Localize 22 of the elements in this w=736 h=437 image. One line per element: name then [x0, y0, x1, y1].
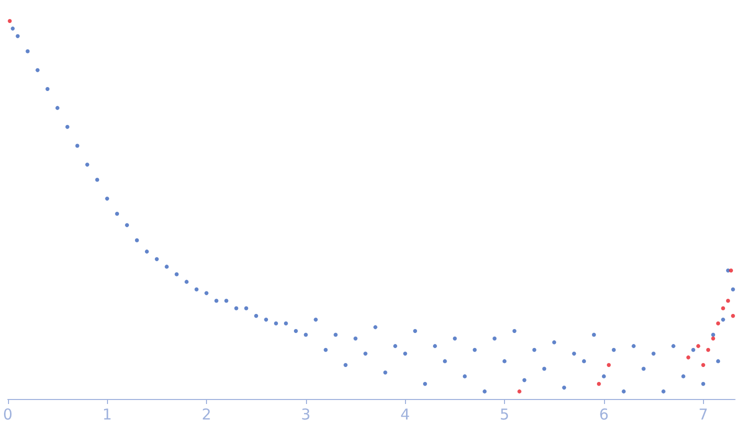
- x-tick-label: 5: [500, 406, 510, 424]
- x-tick-label: 2: [202, 406, 212, 424]
- point: [731, 314, 736, 318]
- x-tick-label: 6: [599, 406, 609, 424]
- point: [721, 306, 726, 310]
- x-tick-label: 0: [3, 406, 13, 424]
- x-tick-label: 7: [698, 406, 708, 424]
- point: [701, 362, 706, 367]
- point: [716, 321, 720, 326]
- point: [696, 344, 700, 348]
- x-tick-label: 4: [400, 406, 410, 424]
- point: [706, 348, 710, 352]
- point: [8, 19, 12, 23]
- point: [517, 389, 522, 394]
- point: [726, 298, 730, 303]
- point: [606, 362, 611, 367]
- x-tick-label: 3: [301, 406, 311, 424]
- point: [729, 268, 734, 272]
- point: [711, 336, 716, 341]
- x-tick-label: 1: [102, 406, 112, 424]
- point: [596, 382, 601, 386]
- point: [686, 355, 690, 360]
